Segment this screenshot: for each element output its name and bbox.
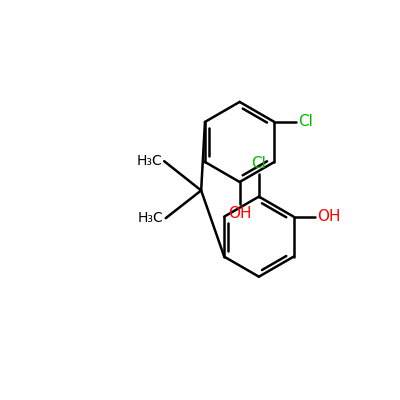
- Text: OH: OH: [228, 206, 252, 221]
- Text: H₃C: H₃C: [136, 154, 162, 168]
- Text: OH: OH: [318, 209, 341, 224]
- Text: Cl: Cl: [298, 114, 313, 130]
- Text: H₃C: H₃C: [138, 211, 164, 225]
- Text: Cl: Cl: [252, 156, 266, 171]
